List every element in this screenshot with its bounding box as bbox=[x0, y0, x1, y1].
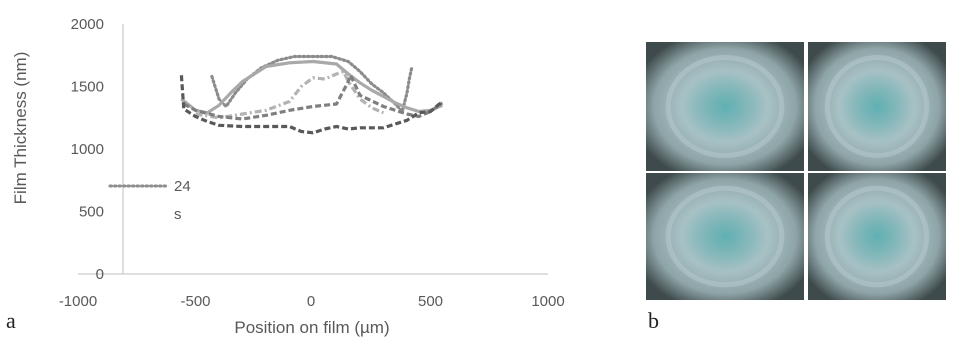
chart-series bbox=[179, 54, 444, 135]
series-line-5 bbox=[179, 75, 444, 135]
panel-label-b: b bbox=[648, 308, 659, 333]
y-tick-label: 500 bbox=[79, 204, 104, 221]
chart-axes bbox=[78, 24, 548, 275]
x-tick-label: -500 bbox=[180, 293, 210, 310]
x-axis-title: Position on film (µm) bbox=[234, 318, 389, 337]
y-tick-label: 2000 bbox=[71, 16, 104, 33]
thickness-chart: 0 500 1000 1500 2000 -1000 -500 0 500 1000 Film T… bbox=[11, 16, 565, 337]
legend-label: s bbox=[174, 206, 182, 223]
micrograph-image bbox=[808, 42, 946, 171]
legend: 24 s bbox=[108, 178, 191, 223]
chart-ticks: 0 500 1000 1500 2000 -1000 -500 0 500 1000 bbox=[59, 16, 565, 310]
x-tick-label: 500 bbox=[418, 293, 443, 310]
micrograph-2 bbox=[808, 42, 946, 171]
series-line-2 bbox=[180, 59, 443, 115]
micrograph-image bbox=[646, 42, 804, 171]
panel-label-a: a bbox=[6, 308, 16, 333]
micrograph-image bbox=[646, 173, 804, 300]
y-tick-label: 1000 bbox=[71, 141, 104, 158]
x-tick-label: 1000 bbox=[531, 293, 564, 310]
micrograph-image bbox=[808, 173, 946, 300]
legend-label: 24 bbox=[174, 178, 191, 195]
y-tick-label: 1500 bbox=[71, 79, 104, 96]
y-axis-title: Film Thickness (nm) bbox=[11, 52, 30, 205]
micrograph-grid bbox=[646, 42, 946, 300]
y-tick-label: 0 bbox=[96, 266, 104, 283]
micrograph-3 bbox=[646, 173, 804, 300]
micrograph-1 bbox=[646, 42, 804, 171]
series-line-3 bbox=[195, 69, 385, 120]
micrograph-4 bbox=[808, 173, 946, 300]
x-tick-label: -1000 bbox=[59, 293, 97, 310]
series-line-4 bbox=[183, 73, 444, 121]
x-tick-label: 0 bbox=[307, 293, 315, 310]
